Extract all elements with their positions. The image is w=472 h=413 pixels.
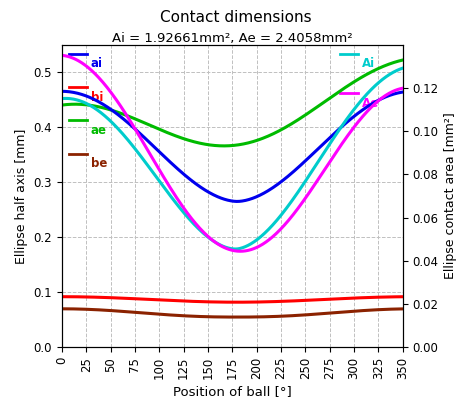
Text: bi: bi (91, 90, 103, 104)
Text: Contact dimensions: Contact dimensions (160, 10, 312, 25)
Y-axis label: Ellipse half axis [mm]: Ellipse half axis [mm] (15, 128, 28, 263)
Text: Ae: Ae (362, 97, 379, 109)
Title: Ai = 1.92661mm², Ae = 2.4058mm²: Ai = 1.92661mm², Ae = 2.4058mm² (112, 31, 353, 45)
Text: be: be (91, 157, 107, 170)
Y-axis label: Ellipse contact area [mm²]: Ellipse contact area [mm²] (444, 113, 457, 279)
Text: ae: ae (91, 124, 107, 137)
Text: ai: ai (91, 57, 103, 70)
Text: Ai: Ai (362, 57, 375, 70)
X-axis label: Position of ball [°]: Position of ball [°] (173, 385, 292, 398)
